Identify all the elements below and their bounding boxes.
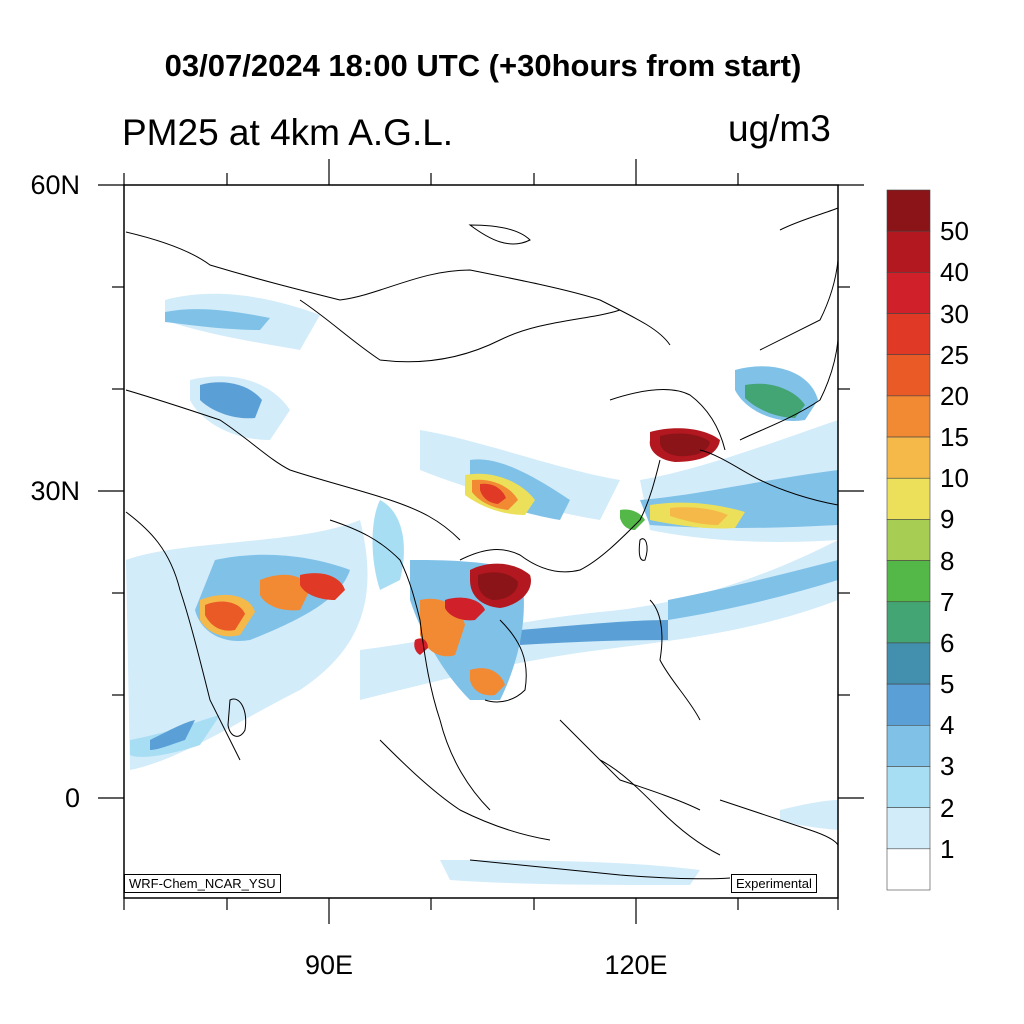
coastlines-borders: [125, 207, 839, 880]
colorbar-swatch: [886, 189, 931, 232]
colorbar-swatch: [886, 560, 931, 603]
colorbar-label: 5: [940, 669, 955, 700]
lon-label-120e: 120E: [604, 950, 668, 980]
colorbar-swatch: [886, 601, 931, 644]
pm25-concentration-field: [126, 293, 838, 885]
map-title: 03/07/2024 18:00 UTC (+30hours from star…: [164, 48, 802, 83]
units-label: ug/m3: [728, 108, 831, 149]
colorbar-swatch: [886, 395, 931, 438]
variable-label: PM25 at 4km A.G.L.: [122, 112, 454, 153]
colorbar-swatch: [886, 848, 931, 891]
colorbar-label: 20: [940, 380, 969, 411]
colorbar-label: 8: [940, 545, 955, 576]
colorbar-label: 50: [940, 216, 969, 247]
colorbar-swatch: [886, 272, 931, 314]
lat-label-30n: 30N: [30, 476, 80, 506]
colorbar-swatch: [886, 477, 931, 520]
colorbar-label: 2: [940, 792, 955, 823]
colorbar-label: 25: [940, 339, 969, 370]
colorbar-swatch: [886, 354, 931, 397]
colorbar-swatch: [886, 683, 931, 726]
colorbar-swatch: [886, 313, 931, 356]
colorbar-label: 10: [940, 463, 969, 494]
colorbar-label: 40: [940, 257, 969, 288]
colorbar-swatch: [886, 766, 931, 808]
model-tag: WRF-Chem_NCAR_YSU: [124, 874, 281, 893]
colorbar-swatch: [886, 519, 931, 561]
colorbar-swatch: [886, 642, 931, 685]
colorbar-swatch: [886, 807, 931, 850]
colorbar-label: 9: [940, 504, 955, 535]
colorbar-label: 1: [940, 833, 955, 864]
colorbar-swatch: [886, 230, 931, 273]
colorbar-label: 6: [940, 627, 955, 658]
colorbar-swatch: [886, 724, 931, 767]
lon-label-90e: 90E: [304, 950, 354, 980]
colorbar-label: 4: [940, 710, 955, 741]
lat-label-60n: 60N: [30, 170, 80, 200]
colorbar-label: 3: [940, 751, 955, 782]
lat-label-0: 0: [64, 783, 80, 813]
experimental-tag: Experimental: [731, 874, 817, 893]
colorbar-label: 30: [940, 298, 969, 329]
colorbar-swatch: [886, 436, 931, 479]
colorbar-label: 15: [940, 422, 969, 453]
colorbar-label: 7: [940, 586, 955, 617]
axis-ticks: [98, 159, 864, 924]
colorbar: [886, 189, 931, 891]
map-frame: [123, 184, 839, 899]
